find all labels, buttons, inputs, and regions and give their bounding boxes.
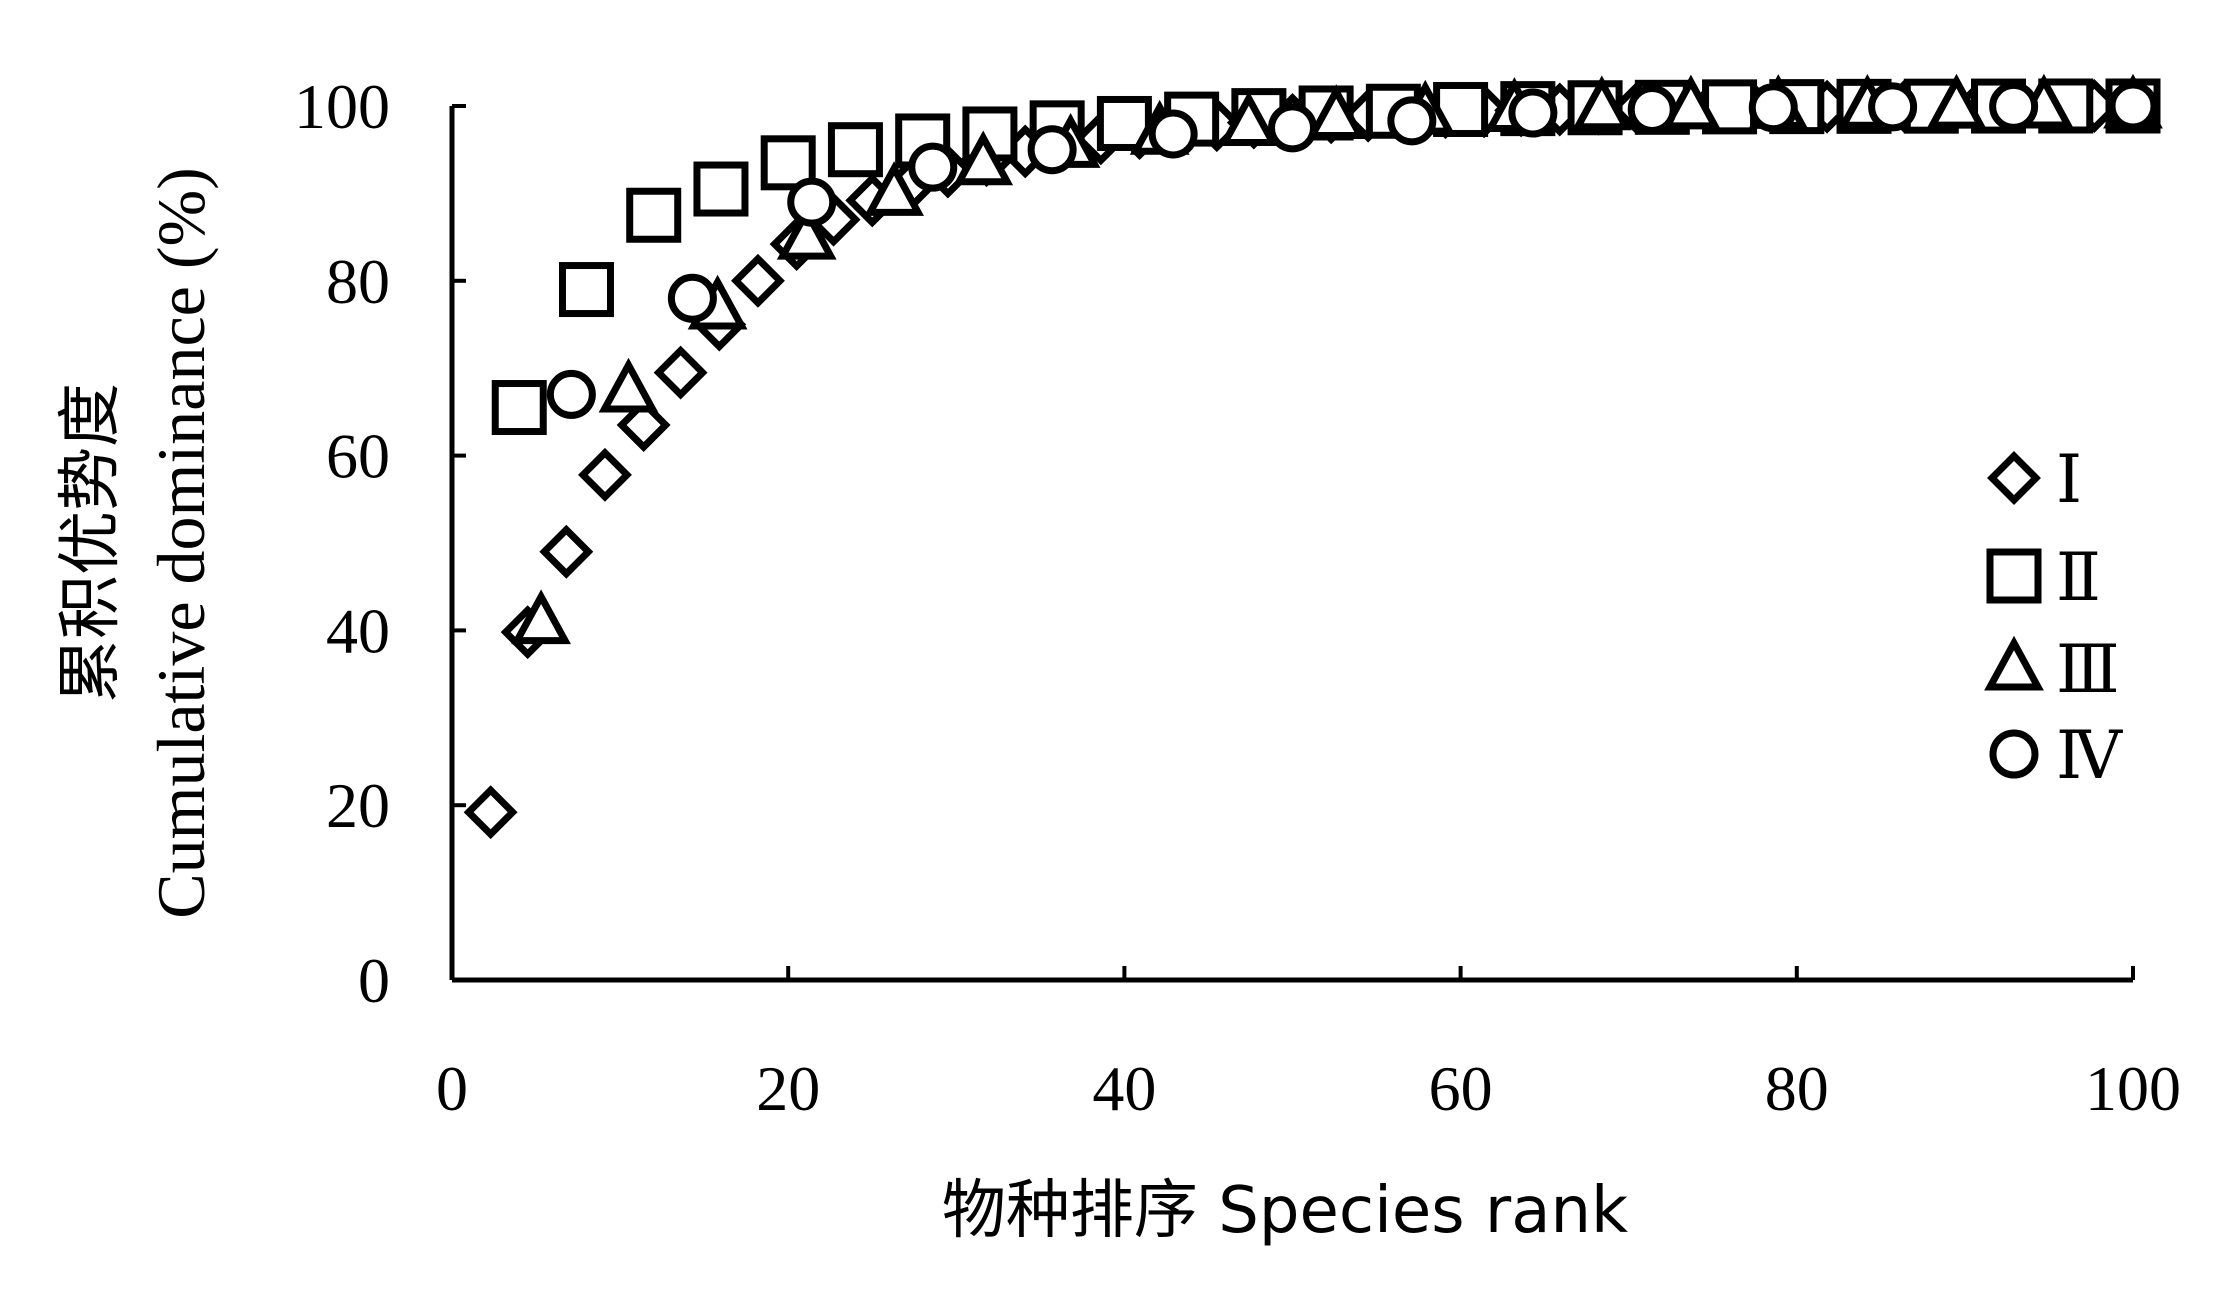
x-tick-label: 80 [1765,1053,1829,1124]
y-tick-label: 60 [326,421,390,492]
legend-label: Ⅳ [2056,720,2123,793]
x-axis-title: 物种排序 Species rank [942,1174,1628,1248]
data-point-diamond [578,447,632,502]
legend-label: Ⅱ [2056,542,2101,615]
y-ticks: 0 20 40 60 80 100 [294,71,466,1016]
data-point-circle [1268,103,1317,153]
data-point-circle [1989,81,2039,131]
data-point-circle [1748,83,1798,133]
data-point-square [693,161,749,217]
y-tick-label: 0 [358,945,390,1016]
data-point-triangle [1306,84,1367,139]
data-point-triangle [1661,74,1721,130]
x-ticks: 0 20 40 60 80 100 [436,966,2181,1124]
x-tick-label: 0 [436,1053,468,1124]
legend-label: Ⅰ [2056,444,2082,517]
y-tick-label: 20 [326,770,390,841]
data-point-circle [546,369,596,419]
legend-marker-circle [1989,729,2039,779]
data-point-triangle [511,589,571,645]
data-point-triangle [1571,75,1632,131]
data-point-square [491,380,547,436]
data-point-circle [1868,82,1918,132]
axes: 0 20 40 60 80 100 0 20 40 60 80 100 [294,71,2181,1124]
legend: Ⅰ Ⅱ Ⅲ Ⅳ [1984,444,2123,793]
y-tick-label: 80 [326,246,390,317]
data-point-triangle [776,204,837,260]
x-tick-label: 100 [2085,1053,2181,1124]
data-point-circle [2108,81,2158,131]
y-axis-title-cn: 累积优势度 [54,383,128,703]
data-point-circle [667,273,717,323]
y-tick-label: 100 [294,71,390,142]
data-point-diamond [616,398,671,452]
data-point-circle [1627,84,1677,134]
data-points [463,73,2163,840]
data-point-circle [1148,109,1198,159]
y-axis-title-en: Cumulative dominance (%) [143,167,219,919]
data-point-diamond [539,524,594,579]
data-point-square [760,135,816,191]
data-point-triangle [953,130,1014,186]
data-point-diamond [730,253,785,308]
x-tick-label: 60 [1429,1053,1493,1124]
data-point-square [827,122,883,178]
series-4 [546,81,2158,419]
data-point-circle [1027,125,1077,175]
data-point-circle [1387,96,1437,146]
data-point-triangle [1218,91,1279,146]
legend-label: Ⅲ [2056,634,2120,707]
data-point-circle [787,177,837,227]
legend-marker-diamond [1987,451,2041,505]
data-point-triangle [598,357,659,413]
data-point-circle [908,142,958,192]
y-tick-label: 40 [326,595,390,666]
legend-marker-square [1986,548,2042,604]
data-point-triangle [864,161,924,216]
data-point-triangle [1926,73,1987,129]
data-point-square [558,262,614,318]
x-tick-label: 40 [1092,1053,1156,1124]
legend-marker-triangle [1984,635,2044,691]
x-tick-label: 20 [756,1053,820,1124]
data-point-diamond [463,785,518,840]
data-point-diamond [653,345,708,400]
data-point-square [626,187,682,243]
data-point-circle [1508,88,1558,138]
